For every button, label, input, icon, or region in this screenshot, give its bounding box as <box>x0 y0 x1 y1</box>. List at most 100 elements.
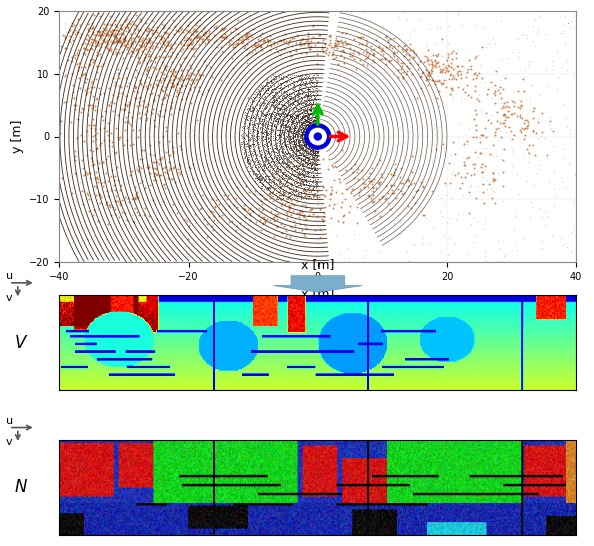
Point <box>307 155 316 163</box>
Point <box>248 155 257 164</box>
Point <box>115 103 124 111</box>
Point <box>282 165 291 174</box>
Point <box>287 79 296 88</box>
Point <box>279 115 288 124</box>
Point <box>283 81 293 90</box>
Point <box>249 135 258 144</box>
Point <box>311 160 321 169</box>
Point <box>392 51 402 60</box>
Point <box>267 78 277 86</box>
Point <box>309 134 318 143</box>
Point <box>93 62 102 70</box>
Point <box>311 136 321 145</box>
Point <box>280 88 289 97</box>
Point <box>299 96 308 104</box>
Point <box>276 126 285 134</box>
Circle shape <box>314 133 321 140</box>
Point <box>186 39 195 48</box>
Point <box>93 9 103 17</box>
Point <box>466 62 475 70</box>
Point <box>270 163 279 171</box>
Point <box>313 114 323 122</box>
Point <box>310 134 320 143</box>
Point <box>311 133 321 141</box>
Point <box>153 109 163 118</box>
Point <box>296 192 305 200</box>
Point <box>287 112 297 121</box>
Point <box>297 94 307 103</box>
Point <box>311 150 321 159</box>
Point <box>384 43 394 51</box>
Point <box>300 159 309 168</box>
Point <box>258 110 268 118</box>
Point <box>282 149 292 157</box>
Point <box>115 37 125 45</box>
Point <box>307 115 317 123</box>
Point <box>263 35 273 44</box>
Point <box>307 118 316 127</box>
Point <box>309 133 318 142</box>
Point <box>131 94 140 103</box>
Point <box>312 166 322 175</box>
Point <box>305 139 315 148</box>
Point <box>282 99 292 108</box>
Point <box>168 82 178 91</box>
Point <box>312 120 321 128</box>
Point <box>307 129 317 138</box>
Point <box>308 132 318 140</box>
Point <box>312 116 321 124</box>
Point <box>305 139 314 148</box>
Point <box>482 185 492 193</box>
Point <box>274 172 283 181</box>
Point <box>260 134 270 143</box>
Point <box>286 186 296 195</box>
Point <box>289 121 299 129</box>
Point <box>441 66 450 75</box>
Point <box>470 87 480 96</box>
Point <box>242 145 251 154</box>
Point <box>490 130 500 139</box>
Point <box>136 32 146 40</box>
Point <box>379 169 388 177</box>
Point <box>285 151 294 160</box>
Point <box>245 166 254 175</box>
Point <box>125 49 134 58</box>
Point <box>79 137 89 146</box>
Point <box>312 126 322 135</box>
Point <box>163 37 173 46</box>
Point <box>307 155 316 163</box>
Point <box>61 18 70 27</box>
Point <box>308 160 317 169</box>
Point <box>310 118 320 127</box>
Point <box>287 131 296 140</box>
Point <box>307 141 316 150</box>
Point <box>282 131 292 140</box>
Point <box>165 157 174 166</box>
Point <box>248 116 257 124</box>
Point <box>303 89 312 98</box>
Point <box>156 107 165 116</box>
Point <box>177 202 187 211</box>
Point <box>270 104 279 113</box>
Point <box>301 134 311 143</box>
Point <box>327 51 337 60</box>
Point <box>309 134 319 143</box>
Point <box>298 136 308 145</box>
Point <box>284 154 293 163</box>
Point <box>285 121 294 130</box>
Point <box>152 170 162 179</box>
Point <box>271 190 280 199</box>
Point <box>294 190 304 199</box>
Point <box>268 154 277 163</box>
Point <box>311 147 320 156</box>
Point <box>381 193 390 202</box>
Point <box>322 128 331 137</box>
Point <box>312 116 321 125</box>
Point <box>295 139 304 148</box>
Point <box>309 54 318 62</box>
Point <box>282 114 292 122</box>
Point <box>276 179 286 187</box>
Point <box>304 138 314 147</box>
Point <box>410 27 419 35</box>
Point <box>307 75 317 84</box>
